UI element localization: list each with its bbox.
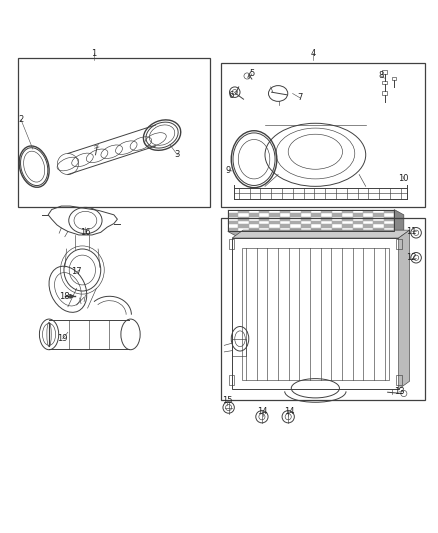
Bar (353, 221, 363, 224)
Bar (353, 228, 363, 231)
Text: 10: 10 (399, 174, 409, 183)
Bar (373, 221, 384, 224)
Bar (300, 224, 311, 228)
Bar (238, 209, 249, 213)
Bar (332, 221, 342, 224)
Bar (332, 228, 342, 231)
Bar (373, 228, 384, 231)
Text: 15: 15 (222, 397, 232, 406)
Bar (321, 217, 332, 221)
Text: 11: 11 (406, 227, 417, 236)
Bar (300, 209, 311, 213)
Bar (280, 209, 290, 213)
Bar (228, 221, 238, 224)
Bar (384, 217, 394, 221)
Polygon shape (228, 231, 404, 237)
Bar (396, 375, 402, 385)
Bar (290, 213, 300, 217)
Bar (249, 213, 259, 217)
Bar (228, 213, 238, 217)
Bar (363, 217, 374, 221)
Bar (238, 224, 249, 228)
Bar (382, 70, 387, 74)
Bar (363, 209, 374, 213)
Bar (18, 59, 210, 207)
Bar (242, 248, 389, 379)
Polygon shape (232, 230, 410, 238)
Bar (321, 224, 332, 228)
Bar (259, 209, 269, 213)
Text: 3: 3 (175, 150, 180, 159)
Bar (259, 217, 269, 221)
Text: 18: 18 (60, 292, 70, 301)
Bar (228, 209, 394, 231)
Bar (396, 239, 402, 249)
Bar (373, 213, 384, 217)
Text: 13: 13 (394, 387, 405, 396)
Polygon shape (394, 209, 404, 237)
Bar (228, 228, 238, 231)
Bar (342, 224, 353, 228)
Bar (382, 91, 387, 95)
Bar (232, 339, 246, 356)
Text: 1: 1 (92, 49, 97, 58)
Bar (290, 221, 300, 224)
Text: 14: 14 (284, 407, 294, 416)
Text: 14: 14 (258, 407, 268, 416)
Polygon shape (399, 230, 410, 389)
Text: 4: 4 (311, 49, 316, 58)
Text: 7: 7 (297, 93, 303, 102)
Text: 5: 5 (249, 69, 254, 78)
Bar (249, 221, 259, 224)
Bar (269, 221, 280, 224)
Bar (229, 375, 234, 385)
Bar (229, 239, 234, 249)
Bar (228, 209, 394, 231)
Text: 8: 8 (378, 71, 384, 80)
Bar (269, 213, 280, 217)
Text: 2: 2 (18, 115, 24, 124)
Bar (290, 228, 300, 231)
Bar (353, 213, 363, 217)
Bar (384, 209, 394, 213)
Text: 6: 6 (229, 91, 234, 100)
Bar (321, 209, 332, 213)
Bar (221, 63, 425, 207)
Text: 19: 19 (57, 334, 68, 343)
Bar (392, 77, 396, 80)
Bar (311, 213, 321, 217)
Bar (221, 219, 425, 400)
Bar (238, 217, 249, 221)
Text: 16: 16 (80, 228, 91, 237)
Bar (384, 224, 394, 228)
Bar (342, 209, 353, 213)
Bar (269, 228, 280, 231)
Bar (363, 224, 374, 228)
Bar (382, 81, 387, 84)
Bar (342, 217, 353, 221)
Bar (249, 228, 259, 231)
Text: 12: 12 (406, 253, 417, 262)
Bar (332, 213, 342, 217)
Bar (300, 217, 311, 221)
Bar (311, 228, 321, 231)
Bar (280, 217, 290, 221)
Bar (311, 221, 321, 224)
Bar (259, 224, 269, 228)
Text: 9: 9 (225, 166, 230, 175)
Text: 17: 17 (71, 267, 82, 276)
Bar (280, 224, 290, 228)
Bar (232, 238, 399, 389)
Polygon shape (70, 295, 74, 298)
